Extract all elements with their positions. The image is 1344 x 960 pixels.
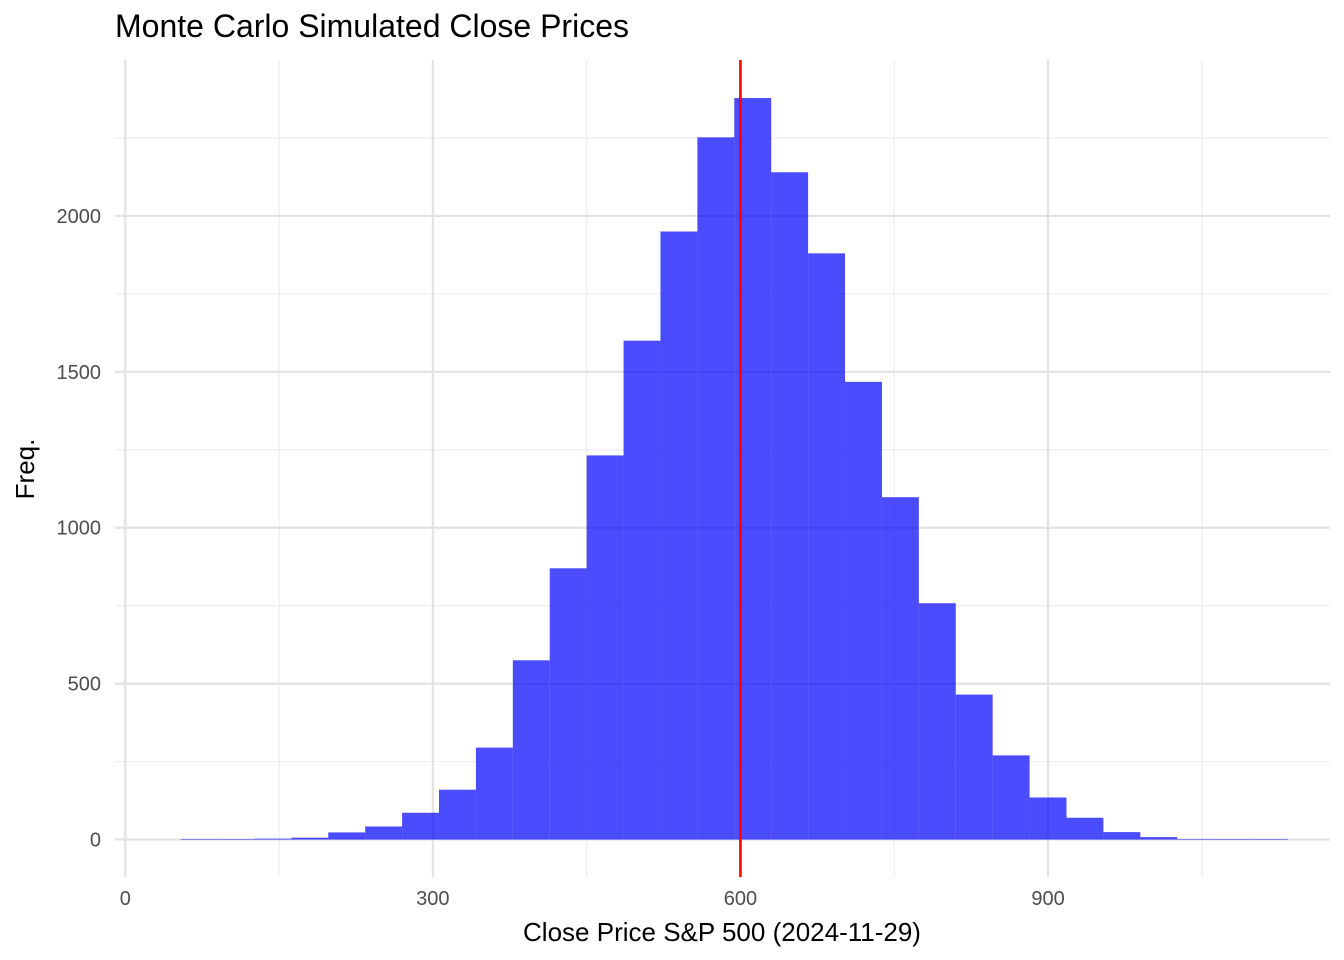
y-axis-tick-labels: 0 500 1000 1500 2000 [57, 206, 102, 852]
x-axis-title: Close Price S&P 500 (2024-11-29) [523, 917, 921, 947]
histogram-bars [180, 98, 1288, 840]
histogram-bar [1214, 838, 1252, 840]
histogram-bar [881, 497, 919, 840]
histogram-bar [697, 137, 735, 840]
histogram-bar [1177, 838, 1215, 840]
histogram-bar [771, 172, 809, 840]
histogram-bar [512, 660, 550, 840]
histogram-bar [402, 812, 439, 840]
histogram-bar [1029, 797, 1067, 840]
y-tick-label: 1000 [57, 518, 102, 540]
histogram-bar [660, 231, 698, 840]
y-tick-label: 0 [90, 830, 101, 852]
y-tick-label: 1500 [57, 362, 102, 384]
histogram-bar [180, 838, 218, 840]
histogram-bar [439, 789, 476, 840]
x-tick-label: 0 [120, 888, 131, 910]
histogram-bar [1066, 817, 1104, 840]
x-tick-label: 600 [724, 888, 757, 910]
histogram-bar [1103, 832, 1141, 840]
histogram-bar [808, 253, 846, 840]
y-tick-label: 2000 [57, 206, 102, 228]
histogram-bar [291, 837, 329, 840]
histogram-bar [586, 455, 624, 840]
y-tick-label: 500 [68, 674, 101, 696]
histogram-bar [328, 832, 366, 840]
histogram-bar [918, 603, 956, 840]
histogram-bar [623, 340, 661, 840]
histogram-bar [1251, 838, 1288, 840]
histogram-bar [845, 381, 882, 840]
histogram-bar [217, 838, 255, 840]
histogram-bar [475, 747, 513, 840]
histogram-bar [1140, 837, 1178, 840]
x-tick-label: 900 [1031, 888, 1064, 910]
chart-title: Monte Carlo Simulated Close Prices [115, 8, 629, 44]
histogram-bar [254, 838, 292, 840]
x-tick-label: 300 [416, 888, 449, 910]
histogram-bar [549, 568, 587, 840]
x-axis-tick-labels: 0 300 600 900 [120, 888, 1065, 910]
y-axis-title: Freq. [10, 439, 40, 500]
histogram-bar [992, 755, 1030, 840]
histogram-bar [365, 826, 403, 840]
histogram-bar [955, 694, 993, 840]
